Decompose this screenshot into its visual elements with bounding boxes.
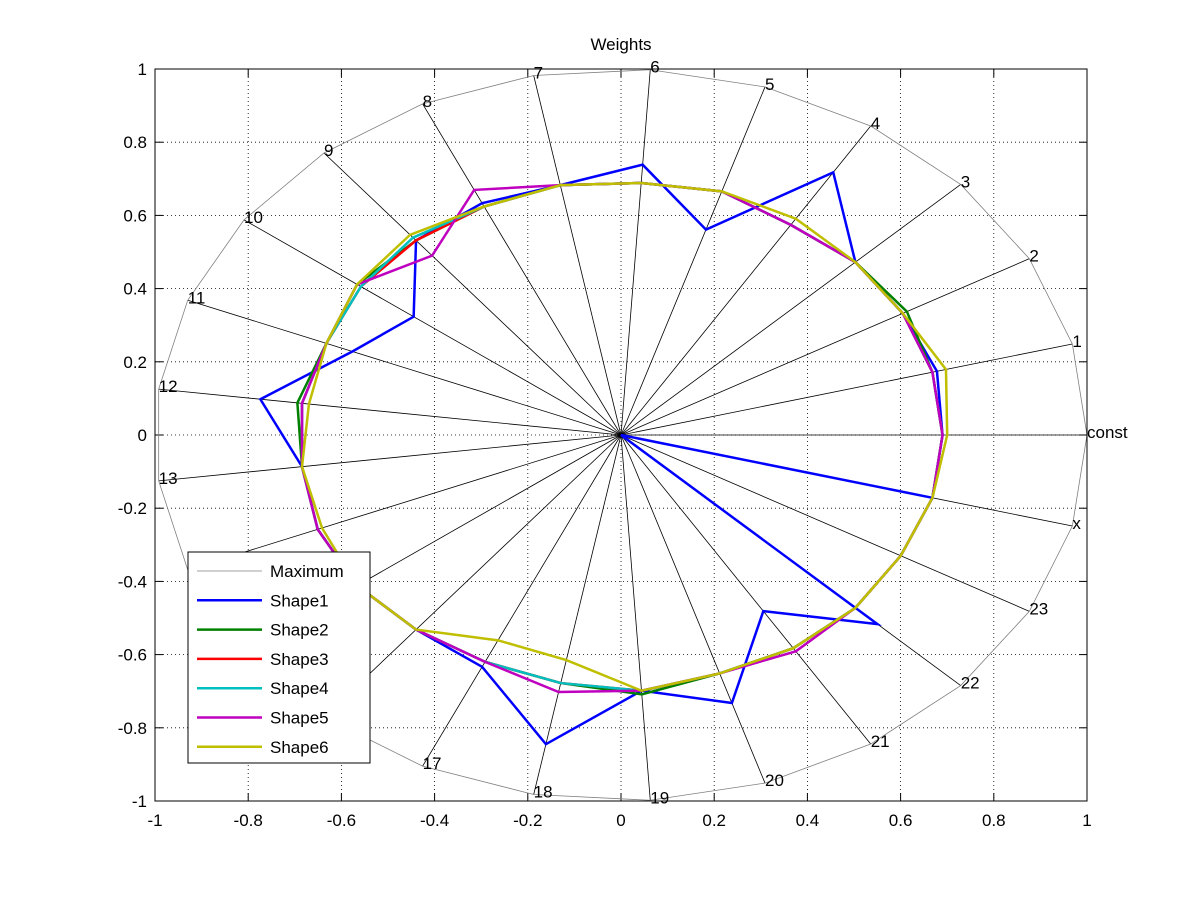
spoke-label: 23 bbox=[1029, 599, 1048, 618]
spoke-line bbox=[620, 125, 872, 436]
spoke-line bbox=[620, 86, 766, 436]
spoke-label: 17 bbox=[423, 754, 442, 773]
spoke-label: 22 bbox=[961, 674, 980, 693]
x-tick-label: 0.4 bbox=[796, 811, 820, 830]
spoke-line bbox=[158, 434, 622, 482]
x-tick-label: 0.8 bbox=[982, 811, 1006, 830]
legend-label: Shape3 bbox=[270, 650, 329, 669]
spoke-label: 20 bbox=[765, 771, 784, 790]
spoke-label: 3 bbox=[961, 172, 970, 191]
x-tick-label: -1 bbox=[147, 811, 162, 830]
x-tick-label: -0.6 bbox=[327, 811, 356, 830]
axes-box bbox=[154, 68, 1088, 802]
spoke-label: 2 bbox=[1029, 247, 1038, 266]
spoke-label: 8 bbox=[423, 92, 432, 111]
spoke-line bbox=[533, 75, 622, 436]
spoke-label: 10 bbox=[244, 208, 263, 227]
spoke-line bbox=[158, 388, 622, 436]
x-tick-label: 0 bbox=[616, 811, 625, 830]
spoke-line bbox=[323, 152, 622, 436]
spoke-line bbox=[620, 434, 1030, 612]
spoke-line bbox=[620, 343, 1073, 436]
x-tick-label: 1 bbox=[1082, 811, 1091, 830]
x-tick-label: -0.2 bbox=[513, 811, 542, 830]
spoke-label: x bbox=[1072, 514, 1081, 533]
x-tick-label: -0.4 bbox=[420, 811, 449, 830]
series-line-shape1 bbox=[258, 163, 944, 746]
spoke-label: 9 bbox=[324, 141, 333, 160]
spoke-label: 18 bbox=[534, 783, 553, 802]
legend-label: Shape6 bbox=[270, 738, 329, 757]
spoke-line bbox=[620, 434, 766, 784]
spoke-line bbox=[620, 258, 1030, 436]
legend-label: Maximum bbox=[270, 562, 344, 581]
spoke-line bbox=[243, 219, 622, 436]
spoke-label: 11 bbox=[188, 288, 206, 307]
spoke-labels: const12345678910111213141516171819202122… bbox=[159, 58, 1128, 808]
spoke-label: 21 bbox=[871, 732, 890, 751]
spoke-line bbox=[620, 434, 872, 745]
spoke-line bbox=[620, 69, 651, 436]
spoke-line bbox=[533, 434, 622, 795]
y-tick-label: 0.8 bbox=[123, 133, 147, 152]
tick-labels: -1 -0.8 -0.6 -0.4 -0.2 0 0.2 0.4 0.6 0.8 1 -1 -0.8 -0… bbox=[118, 60, 1092, 830]
spoke-label: 4 bbox=[871, 114, 880, 133]
spoke-line bbox=[187, 434, 622, 571]
spoke-label: 13 bbox=[159, 469, 178, 488]
spoke-line bbox=[187, 299, 622, 436]
legend-label: Shape1 bbox=[270, 591, 329, 610]
legend-label: Shape2 bbox=[270, 621, 329, 640]
series-line-maximum bbox=[158, 69, 1088, 801]
spokes bbox=[158, 69, 1087, 801]
y-tick-label: 0.2 bbox=[123, 353, 147, 372]
series-lines bbox=[158, 69, 1088, 801]
spoke-line bbox=[422, 434, 622, 767]
legend-label: Shape4 bbox=[270, 679, 329, 698]
series-line-shape5 bbox=[300, 181, 944, 694]
spoke-label: 1 bbox=[1072, 332, 1081, 351]
y-tick-label: -0.4 bbox=[118, 572, 147, 591]
spoke-line bbox=[620, 184, 961, 436]
y-tick-label: 0.6 bbox=[123, 206, 147, 225]
spoke-label: 12 bbox=[159, 377, 178, 396]
legend-box bbox=[187, 551, 371, 764]
spoke-label: 7 bbox=[534, 63, 543, 82]
y-tick-label: -0.8 bbox=[118, 719, 147, 738]
y-tick-label: 1 bbox=[138, 60, 147, 79]
x-tick-label: 0.6 bbox=[889, 811, 913, 830]
series-line-shape6 bbox=[300, 181, 949, 692]
x-tick-label: -0.8 bbox=[234, 811, 263, 830]
x-tick-label: 0.2 bbox=[702, 811, 726, 830]
spoke-label: const bbox=[1087, 423, 1128, 442]
spoke-line bbox=[422, 103, 622, 436]
y-tick-label: -1 bbox=[132, 792, 147, 811]
spoke-label: 6 bbox=[650, 58, 659, 77]
legend: Maximum Shape1 Shape2 Shape3 Shape4 Shape5 Sha… bbox=[187, 551, 371, 764]
y-tick-label: 0.4 bbox=[123, 280, 147, 299]
legend-label: Shape5 bbox=[270, 709, 329, 728]
chart-title: Weights bbox=[590, 35, 651, 54]
spoke-label: 19 bbox=[650, 788, 669, 807]
spoke-line bbox=[323, 434, 622, 718]
spoke-label: 5 bbox=[765, 75, 774, 94]
y-tick-label: -0.6 bbox=[118, 646, 147, 665]
y-tick-label: -0.2 bbox=[118, 499, 147, 518]
y-tick-label: 0 bbox=[138, 426, 147, 445]
spoke-line bbox=[620, 434, 651, 801]
